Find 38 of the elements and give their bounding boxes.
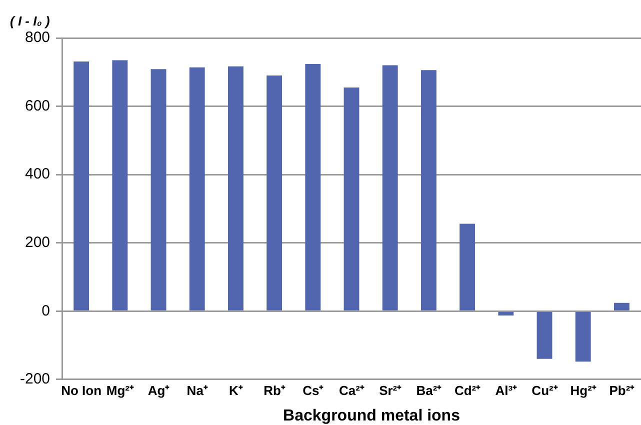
bar [536,312,552,359]
x-tick-label: Mg²⁺ [106,382,134,398]
bar [382,65,398,310]
y-tick-label: 800 [24,29,50,46]
bar [344,88,360,310]
x-tick-label: No Ion [61,382,102,398]
bar [112,60,128,310]
y-tick-label: 200 [24,234,50,251]
x-tick-label: Cd²⁺ [454,382,482,398]
x-axis-title: Background metal ions [283,407,460,424]
x-tick-label: Hg²⁺ [570,382,597,398]
y-tick-label: -200 [20,370,50,388]
x-tick-label: Na⁺ [186,382,208,398]
x-tick-label: Pb²⁺ [609,382,636,398]
bar [575,312,591,362]
x-tick-label: Cu²⁺ [532,382,558,398]
bar [614,302,630,310]
x-tick-label: Sr²⁺ [379,382,402,398]
bar [74,62,90,310]
x-tick-label: Ag⁺ [148,382,170,398]
bar [266,76,282,310]
x-tick-label: Ba²⁺ [416,382,442,398]
x-tick-label: Cs⁺ [302,382,324,398]
bar [228,66,244,310]
y-tick-label: 600 [24,97,50,114]
y-tick-label: 400 [24,166,50,183]
x-tick-label: Rb⁺ [264,382,286,398]
bar [460,224,476,310]
bar [420,70,436,310]
bar [189,67,205,310]
y-tick-label: 0 [42,302,50,320]
bar [498,312,514,316]
bar [305,64,321,310]
bar [150,69,166,310]
x-tick-label: K⁺ [229,382,244,398]
y-axis-title: ( I - I₀ ) [10,14,50,29]
x-tick-label: Ca²⁺ [339,382,365,398]
x-tick-label: Al³⁺ [495,382,518,398]
